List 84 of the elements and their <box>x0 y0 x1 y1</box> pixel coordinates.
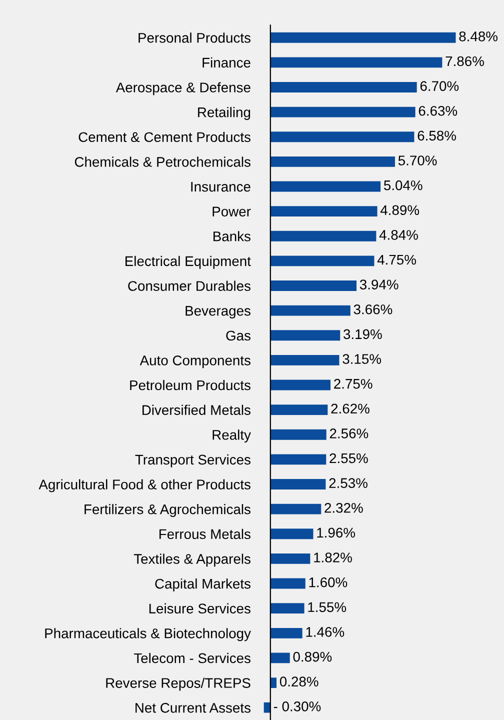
data-label: 2.56% <box>330 428 368 438</box>
data-label: 6.58% <box>418 130 456 141</box>
y-tick-label: Retailing <box>198 107 250 120</box>
data-label: 2.62% <box>331 404 370 414</box>
y-tick-label: Petroleum Products <box>130 380 250 390</box>
data-label: 0.89% <box>293 652 332 662</box>
data-label: 3.19% <box>344 329 382 340</box>
data-label: 1.82% <box>314 552 352 562</box>
data-label: 1.55% <box>308 602 346 612</box>
bar <box>270 578 306 589</box>
y-tick-label: Diversified Metals <box>142 404 250 415</box>
y-tick-label: Capital Markets <box>155 578 250 592</box>
y-tick-label: Agricultural Food & other Products <box>38 479 250 492</box>
bar <box>270 256 374 266</box>
y-tick-label: Electrical Equipment <box>126 256 251 269</box>
y-tick-label: Ferrous Metals <box>159 528 250 540</box>
data-label: 2.55% <box>330 453 368 464</box>
bar <box>270 230 376 242</box>
data-label: 7.86% <box>446 56 484 66</box>
bar <box>270 429 326 440</box>
bar <box>270 678 277 688</box>
data-label: 2.32% <box>324 502 363 513</box>
y-tick-label: Net Current Assets <box>136 702 250 713</box>
y-tick-label: Pharmaceuticals & Biotechnology <box>45 628 251 642</box>
bar <box>270 628 302 638</box>
data-label: 2.53% <box>329 478 368 488</box>
bar <box>270 206 378 217</box>
bar <box>270 82 417 92</box>
y-tick-label: Auto Components <box>140 356 250 368</box>
data-label: - 0.30% <box>274 701 321 712</box>
y-tick-label: Cement & Cement Products <box>78 132 250 142</box>
bar <box>270 106 416 118</box>
bar <box>270 132 414 142</box>
y-tick-label: Chemicals & Petrochemicals <box>74 156 250 167</box>
y-tick-label: Realty <box>212 430 251 443</box>
y-tick-label: Gas <box>226 330 250 341</box>
y-tick-label: Power <box>212 206 251 216</box>
data-label: 5.04% <box>384 180 422 190</box>
data-label: 3.94% <box>360 280 398 290</box>
bar <box>270 454 326 465</box>
data-label: 2.75% <box>334 378 372 389</box>
y-tick-label: Finance <box>202 57 250 68</box>
data-label: 1.96% <box>317 528 356 538</box>
y-tick-label: Reverse Repos/TREPS <box>106 678 250 691</box>
y-tick-label: Insurance <box>191 182 250 192</box>
data-label: 3.66% <box>354 304 392 314</box>
bar <box>270 404 328 416</box>
y-tick-label: Telecom - Services <box>134 652 250 664</box>
bar <box>270 330 340 341</box>
bar <box>270 57 442 68</box>
data-label: 5.70% <box>398 156 437 166</box>
data-label: 8.48% <box>459 32 498 42</box>
bar <box>270 181 381 192</box>
data-label: 6.70% <box>420 81 459 91</box>
data-label: 3.15% <box>342 354 382 364</box>
bar <box>270 380 331 390</box>
data-label: 4.75% <box>377 254 416 265</box>
bar <box>270 553 310 564</box>
data-label: 4.84% <box>379 230 418 240</box>
y-tick-label: Beverages <box>186 306 250 318</box>
bar <box>270 280 357 291</box>
bar <box>270 305 350 316</box>
bar <box>270 652 290 664</box>
data-label: 6.63% <box>418 106 458 116</box>
bar <box>270 354 340 366</box>
data-label: 4.89% <box>380 205 420 216</box>
bar <box>270 32 456 43</box>
y-tick-label: Banks <box>214 231 250 242</box>
y-tick-label: Personal Products <box>138 32 250 43</box>
y-tick-label: Transport Services <box>135 454 250 468</box>
y-tick-label: Textiles & Apparels <box>134 554 250 567</box>
bar <box>270 479 326 490</box>
bar <box>270 528 314 540</box>
y-tick-label: Fertilizers & Agrochemicals <box>84 504 250 517</box>
y-tick-label: Aerospace & Defense <box>116 82 250 96</box>
bar <box>270 156 395 167</box>
bar <box>264 702 270 713</box>
bar <box>270 603 304 614</box>
bar <box>270 504 322 514</box>
y-tick-label: Leisure Services <box>149 603 250 614</box>
data-label: 1.46% <box>306 627 344 637</box>
data-label: 1.60% <box>309 577 348 588</box>
data-label: 0.28% <box>280 676 318 687</box>
y-tick-label: Consumer Durables <box>128 280 250 291</box>
